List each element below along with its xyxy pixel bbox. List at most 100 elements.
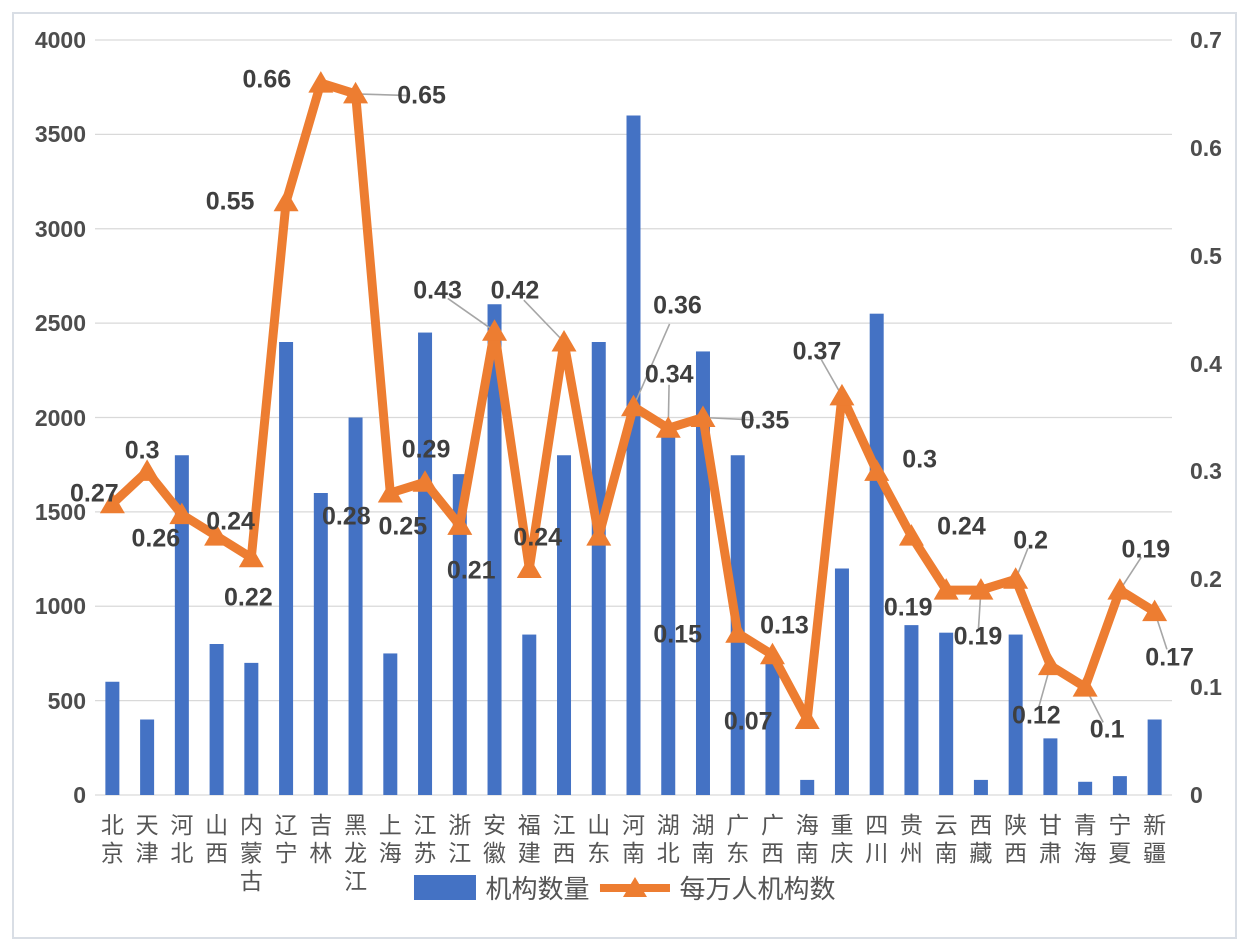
line-marker-海南 bbox=[794, 707, 820, 729]
bar-重庆 bbox=[834, 568, 849, 795]
data-label-贵州: 0.24 bbox=[937, 512, 986, 541]
x-axis-label-内蒙古: 内 蒙 古 bbox=[239, 813, 263, 894]
line-marker-黑龙江 bbox=[343, 81, 369, 104]
x-axis-label-陕西: 陕 西 bbox=[1004, 813, 1028, 866]
x-axis-label-江苏: 江 苏 bbox=[413, 813, 437, 866]
right-axis-tick-label: 0.3 bbox=[1190, 458, 1222, 485]
line-marker-上海 bbox=[377, 481, 403, 503]
bar-天津 bbox=[140, 719, 155, 795]
label-leader-line bbox=[632, 323, 671, 408]
bar-黑龙江 bbox=[348, 417, 363, 795]
bar-广西 bbox=[765, 662, 780, 795]
x-axis-label-浙江: 浙 江 bbox=[448, 813, 472, 866]
data-label-吉林: 0.66 bbox=[242, 65, 292, 94]
line-marker-甘肃 bbox=[1037, 653, 1063, 676]
bar-辽宁 bbox=[279, 342, 294, 795]
line-marker-广东 bbox=[725, 621, 751, 643]
bar-甘肃 bbox=[1043, 738, 1058, 795]
bar-安徽 bbox=[487, 304, 502, 795]
line-marker-青海 bbox=[1072, 675, 1098, 697]
data-label-辽宁: 0.55 bbox=[205, 187, 255, 216]
x-axis-label-广东: 广 东 bbox=[726, 813, 750, 866]
bar-河北 bbox=[174, 455, 189, 795]
line-marker-宁夏 bbox=[1107, 578, 1133, 600]
line-marker-北京 bbox=[99, 491, 125, 514]
x-axis-label-湖北: 湖 北 bbox=[656, 813, 680, 866]
bar-北京 bbox=[105, 681, 120, 795]
x-axis-label-云南: 云 南 bbox=[934, 813, 958, 866]
bar-江苏 bbox=[418, 332, 433, 795]
x-axis-label-福建: 福 建 bbox=[517, 813, 541, 866]
data-label-新疆: 0.17 bbox=[1145, 643, 1194, 672]
right-axis-tick-label: 0.4 bbox=[1190, 350, 1222, 377]
data-label-江苏: 0.29 bbox=[401, 435, 451, 464]
line-marker-山东 bbox=[586, 524, 612, 546]
left-axis-tick-label: 2000 bbox=[34, 404, 86, 431]
data-label-福建: 0.21 bbox=[446, 556, 496, 584]
bar-山东 bbox=[591, 342, 606, 795]
line-marker-内蒙古 bbox=[238, 545, 264, 568]
bar-新疆 bbox=[1147, 719, 1162, 795]
x-axis-label-北京: 北 京 bbox=[100, 813, 124, 866]
line-marker-安徽 bbox=[482, 319, 508, 341]
label-leader-line bbox=[702, 416, 754, 421]
data-label-湖北: 0.34 bbox=[644, 360, 694, 389]
x-axis-label-黑龙江: 黑 龙 江 bbox=[344, 813, 368, 894]
bar-江西 bbox=[557, 455, 572, 795]
left-axis-tick-label: 3000 bbox=[34, 215, 86, 242]
data-label-甘肃: 0.12 bbox=[1012, 701, 1061, 730]
line-marker-贵州 bbox=[898, 524, 924, 546]
line-marker-湖南 bbox=[690, 405, 716, 427]
data-label-内蒙古: 0.22 bbox=[223, 583, 273, 612]
left-axis-tick-label: 1500 bbox=[34, 498, 86, 525]
x-axis-label-辽宁: 辽 宁 bbox=[274, 813, 298, 866]
line-marker-河南 bbox=[621, 394, 646, 417]
bar-浙江 bbox=[452, 474, 467, 795]
right-axis-tick-label: 0 bbox=[1190, 782, 1203, 808]
line-marker-浙江 bbox=[447, 513, 473, 535]
bar-西藏 bbox=[973, 779, 988, 795]
x-axis-label-吉林: 吉 林 bbox=[309, 813, 333, 866]
label-leader-line bbox=[447, 297, 495, 332]
bar-宁夏 bbox=[1112, 776, 1127, 795]
bar-陕西 bbox=[1008, 634, 1023, 795]
legend-bar-label: 机构数量 bbox=[485, 875, 590, 904]
bar-贵州 bbox=[904, 625, 919, 795]
line-marker-天津 bbox=[134, 459, 160, 481]
data-label-河北: 0.26 bbox=[131, 524, 181, 553]
x-axis-label-贵州: 贵 州 bbox=[899, 813, 923, 866]
x-axis-label-重庆: 重 庆 bbox=[830, 813, 854, 866]
data-label-云南: 0.19 bbox=[883, 593, 933, 622]
x-axis-label-安徽: 安 徽 bbox=[483, 813, 507, 866]
data-label-青海: 0.1 bbox=[1089, 715, 1125, 744]
data-label-宁夏: 0.19 bbox=[1121, 535, 1171, 564]
data-label-重庆: 0.37 bbox=[792, 337, 842, 366]
data-label-北京: 0.27 bbox=[70, 479, 119, 508]
bar-上海 bbox=[383, 653, 398, 795]
data-label-广西: 0.13 bbox=[760, 611, 809, 640]
line-marker-江西 bbox=[551, 330, 577, 352]
line-marker-广西 bbox=[759, 642, 785, 665]
data-label-浙江: 0.25 bbox=[378, 512, 428, 541]
bar-福建 bbox=[522, 634, 537, 795]
legend-line-swatch-icon bbox=[599, 875, 670, 901]
left-axis-tick-label: 4000 bbox=[34, 27, 86, 53]
data-label-陕西: 0.2 bbox=[1013, 526, 1049, 555]
data-label-上海: 0.28 bbox=[321, 502, 371, 531]
data-label-西藏: 0.19 bbox=[953, 622, 1003, 651]
legend: 机构数量 每万人机构数 bbox=[413, 869, 836, 906]
line-marker-湖北 bbox=[655, 416, 681, 438]
x-axis-label-河南: 河 南 bbox=[622, 813, 645, 866]
left-axis-tick-label: 3500 bbox=[34, 121, 86, 148]
data-label-山西: 0.24 bbox=[206, 507, 255, 536]
right-axis-tick-label: 0.1 bbox=[1190, 674, 1222, 701]
line-marker-福建 bbox=[516, 556, 542, 578]
line-marker-云南 bbox=[933, 578, 959, 600]
right-axis-tick-label: 0.6 bbox=[1190, 134, 1222, 161]
line-marker-江苏 bbox=[412, 470, 438, 492]
x-axis-label-西藏: 西 藏 bbox=[969, 813, 993, 866]
bar-山西 bbox=[209, 644, 224, 795]
bar-内蒙古 bbox=[244, 662, 259, 795]
